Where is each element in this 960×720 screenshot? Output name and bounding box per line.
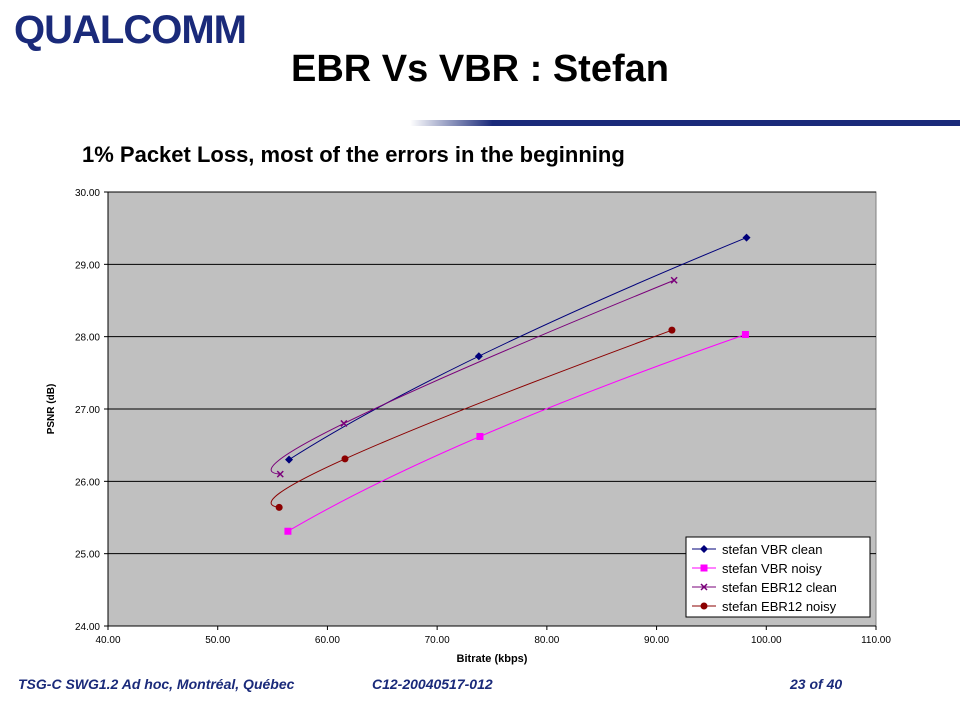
x-tick-label: 70.00 xyxy=(425,635,450,646)
y-tick-label: 26.00 xyxy=(75,477,100,488)
x-axis-label: Bitrate (kbps) xyxy=(457,653,528,665)
legend-marker xyxy=(700,545,708,553)
y-tick-label: 29.00 xyxy=(75,260,100,271)
data-point xyxy=(341,455,349,463)
y-tick-label: 27.00 xyxy=(75,405,100,416)
legend-entry: stefan EBR12 clean xyxy=(722,580,837,595)
y-tick-label: 25.00 xyxy=(75,550,100,561)
slide-subtitle: 1% Packet Loss, most of the errors in th… xyxy=(82,142,625,167)
data-point xyxy=(476,432,484,440)
data-point xyxy=(285,455,294,464)
data-point xyxy=(670,276,678,284)
title-divider xyxy=(410,120,960,126)
y-tick-label: 30.00 xyxy=(75,188,100,199)
data-point xyxy=(340,419,348,427)
legend-entry: stefan VBR noisy xyxy=(722,561,822,576)
x-tick-label: 100.00 xyxy=(751,635,782,646)
y-tick-label: 24.00 xyxy=(75,622,100,633)
legend-marker xyxy=(700,602,708,610)
slide-title: EBR Vs VBR : Stefan xyxy=(291,48,669,90)
legend xyxy=(685,536,871,618)
footer-doc-id: C12-20040517-012 xyxy=(372,676,493,692)
data-point xyxy=(741,330,749,338)
data-point xyxy=(668,326,676,334)
legend-entry: stefan EBR12 noisy xyxy=(722,599,837,614)
x-tick-label: 40.00 xyxy=(95,635,120,646)
data-point xyxy=(284,527,292,535)
x-tick-label: 110.00 xyxy=(861,635,891,646)
x-tick-label: 90.00 xyxy=(644,635,669,646)
x-tick-label: 60.00 xyxy=(315,635,340,646)
data-point xyxy=(275,503,283,511)
x-tick-label: 50.00 xyxy=(205,635,230,646)
data-point xyxy=(276,470,284,478)
legend-entry: stefan VBR clean xyxy=(722,542,822,557)
legend-marker xyxy=(700,583,708,591)
qualcomm-logo: QUALCOMM xyxy=(14,8,247,52)
y-tick-label: 28.00 xyxy=(75,333,100,344)
footer-meeting: TSG-C SWG1.2 Ad hoc, Montréal, Québec xyxy=(18,676,295,692)
data-point xyxy=(474,352,483,361)
data-point xyxy=(742,233,751,242)
legend-marker xyxy=(700,564,708,572)
footer-page-number: 23 of 40 xyxy=(790,676,843,692)
x-tick-label: 80.00 xyxy=(534,635,559,646)
y-axis-label: PSNR (dB) xyxy=(46,384,57,435)
